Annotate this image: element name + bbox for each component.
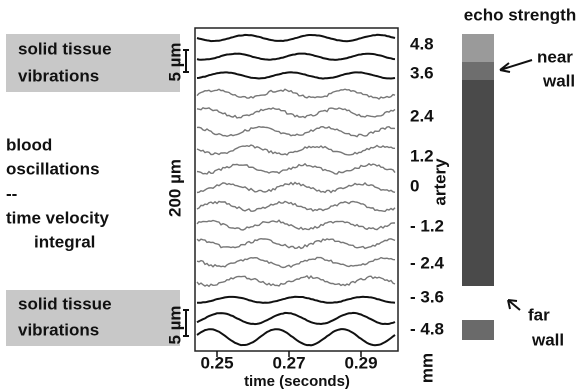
depth-axis-label: artery — [430, 158, 449, 206]
label: -- — [6, 184, 17, 203]
trace — [197, 108, 395, 118]
echo-label: near — [537, 47, 573, 66]
label: time velocity — [6, 208, 110, 227]
trace — [197, 239, 395, 249]
depth-tick-label: 3.6 — [410, 63, 434, 82]
trace — [197, 220, 395, 230]
x-tick-label: 0.29 — [344, 353, 377, 372]
x-axis-label: time (seconds) — [244, 373, 350, 390]
plot-frame — [195, 28, 398, 351]
depth-tick-label: - 3.6 — [410, 287, 444, 306]
label: integral — [34, 232, 95, 251]
trace — [197, 89, 395, 99]
label: vibrations — [18, 66, 99, 85]
trace — [197, 183, 395, 193]
depth-tick-label: 0 — [410, 176, 419, 195]
echo-band — [462, 62, 494, 80]
figure: solid tissue vibrations blood oscillatio… — [0, 0, 581, 391]
x-tick-label: 0.27 — [272, 353, 305, 372]
trace — [197, 54, 395, 60]
depth-tick-label: - 1.2 — [410, 216, 444, 235]
trace — [197, 276, 395, 286]
x-tick-label: 0.25 — [200, 353, 233, 372]
trace — [197, 72, 395, 78]
trace — [197, 201, 395, 211]
trace — [197, 329, 395, 345]
trace — [197, 145, 395, 155]
echo-band — [462, 34, 494, 62]
echo-band — [462, 80, 494, 286]
arrow — [500, 60, 532, 310]
depth-tick-label: 2.4 — [410, 106, 434, 125]
trace — [197, 35, 395, 41]
depth-tick-label: - 4.8 — [410, 319, 444, 338]
depth-tick-label: 4.8 — [410, 34, 434, 53]
echo-title: echo strength — [464, 5, 576, 24]
scale-label: 5 µm — [165, 42, 184, 81]
echo-band — [462, 320, 494, 340]
echo-label: wall — [531, 330, 564, 349]
label: solid tissue — [18, 39, 112, 58]
trace — [197, 313, 395, 324]
label: oscillations — [6, 159, 100, 178]
label: blood — [6, 135, 52, 154]
depth-unit: mm — [417, 353, 436, 383]
trace — [197, 164, 395, 174]
trace — [197, 297, 395, 303]
scale-label: 200 µm — [165, 159, 184, 217]
label: vibrations — [18, 320, 99, 339]
depth-tick-label: - 2.4 — [410, 253, 445, 272]
scale-label: 5 µm — [165, 305, 184, 344]
trace — [197, 127, 395, 137]
echo-label: far — [528, 305, 550, 324]
echo-label: wall — [542, 71, 575, 90]
label: solid tissue — [18, 294, 112, 313]
trace — [197, 258, 395, 268]
